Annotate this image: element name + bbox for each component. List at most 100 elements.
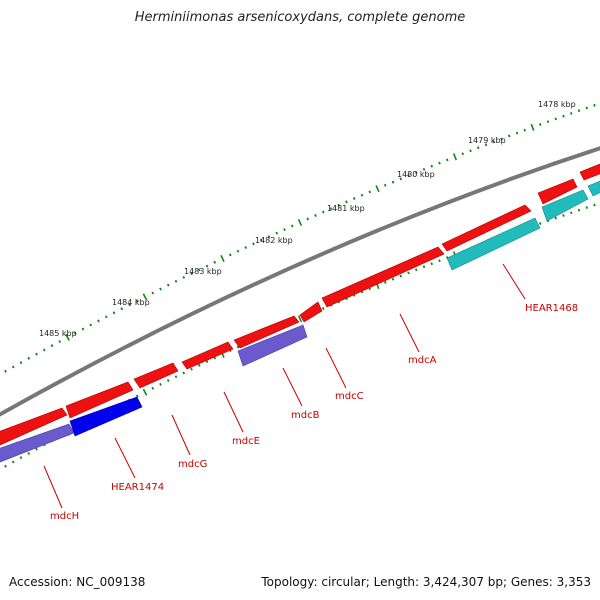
minor-tick (570, 112, 573, 115)
gene-HEAR1474[interactable] (69, 396, 143, 437)
gene-arrow[interactable] (537, 178, 578, 205)
minor-tick (190, 367, 193, 371)
gene-arrow[interactable] (541, 189, 589, 222)
minor-tick (135, 394, 139, 398)
gene-arrow[interactable] (441, 204, 532, 252)
minor-tick (27, 451, 31, 455)
minor-tick (438, 259, 441, 263)
minor-tick (151, 291, 155, 295)
minor-tick (182, 371, 186, 375)
accession-label: Accession: NC_009138 (9, 575, 146, 589)
minor-tick (383, 183, 387, 187)
minor-tick (283, 228, 286, 231)
minor-tick (4, 369, 7, 373)
minor-tick (507, 134, 511, 138)
minor-tick (135, 299, 139, 303)
minor-tick (585, 206, 588, 209)
gene-arrow[interactable] (181, 341, 234, 370)
gene-mdcB[interactable] (237, 324, 308, 367)
gene-arrow[interactable] (0, 407, 68, 446)
minor-tick (73, 331, 77, 335)
minor-tick (267, 235, 271, 239)
minor-tick (228, 253, 232, 257)
minor-tick (112, 311, 116, 315)
minor-tick (197, 268, 201, 272)
gene-arrow[interactable] (321, 246, 445, 308)
gene-labels: mdcH HEAR1474 mdcG mdcE mdcB mdcC mdcA H… (50, 303, 578, 522)
minor-tick (42, 348, 46, 352)
minor-tick (159, 287, 162, 291)
minor-tick (166, 283, 170, 287)
minor-tick (97, 319, 100, 323)
minor-tick (345, 200, 348, 204)
minor-tick (81, 327, 85, 331)
minor-tick (205, 264, 209, 268)
minor-tick (182, 275, 186, 279)
minor-tick (414, 268, 418, 272)
minor-tick (321, 210, 325, 214)
kbp-label: 1480 kbp (397, 170, 435, 179)
genome-backbone (0, 146, 600, 417)
minor-tick (104, 315, 108, 319)
minor-tick (166, 379, 170, 383)
gene-label[interactable]: HEAR1468 (525, 303, 578, 314)
minor-tick (422, 167, 426, 171)
gene-HEAR1468[interactable] (446, 217, 541, 271)
gene-arrow[interactable] (233, 315, 300, 349)
major-tick (452, 153, 458, 161)
gene-label[interactable]: mdcB (291, 410, 320, 421)
topology-label: Topology: circular; Length: 3,424,307 bp… (261, 575, 591, 589)
major-tick (297, 315, 303, 323)
minor-tick (27, 356, 31, 360)
minor-tick (275, 231, 279, 235)
gene-arrow[interactable] (299, 301, 323, 323)
minor-tick (391, 277, 395, 281)
minor-tick (174, 375, 178, 379)
kbp-label: 1481 kbp (327, 204, 365, 213)
major-tick (297, 218, 303, 227)
gene-label[interactable]: mdcG (178, 459, 207, 470)
minor-tick (554, 216, 557, 220)
minor-tick (329, 207, 333, 211)
minor-tick (50, 344, 54, 348)
gene-label[interactable]: mdcC (335, 391, 364, 402)
minor-tick (205, 360, 209, 364)
minor-tick (593, 103, 596, 107)
minor-tick (337, 203, 341, 207)
gene-arrow[interactable] (579, 160, 600, 181)
major-tick (530, 123, 535, 131)
minor-tick (430, 262, 434, 266)
minor-tick (306, 217, 310, 221)
gene-label[interactable]: HEAR1474 (111, 482, 164, 493)
minor-tick (321, 307, 325, 310)
minor-tick (554, 117, 558, 121)
minor-tick (120, 307, 124, 311)
kbp-label: 1478 kbp (538, 100, 576, 109)
minor-tick (197, 363, 201, 367)
minor-tick (151, 386, 155, 390)
map-title: Herminiimonas arsenicoxydans, complete g… (134, 10, 466, 25)
gene-arrow[interactable] (133, 362, 179, 389)
minor-tick (19, 361, 23, 365)
gene-label[interactable]: mdcE (232, 436, 260, 447)
gene-arrow[interactable] (65, 381, 134, 419)
minor-tick (391, 180, 395, 184)
major-tick (142, 293, 148, 301)
minor-tick (360, 193, 364, 197)
gene-arrow[interactable] (587, 177, 600, 197)
kbp-label: 1482 kbp (255, 236, 293, 245)
minor-tick (430, 164, 434, 168)
minor-tick (562, 214, 565, 217)
minor-tick (128, 303, 131, 307)
minor-tick (593, 203, 596, 207)
minor-tick (577, 109, 581, 113)
minor-tick (383, 280, 387, 284)
gene-label[interactable]: mdcH (50, 511, 79, 522)
major-tick (375, 185, 380, 193)
minor-tick (399, 177, 403, 181)
minor-tick (236, 249, 240, 253)
minor-tick (476, 146, 480, 150)
minor-tick (252, 242, 255, 246)
gene-label[interactable]: mdcA (408, 355, 437, 366)
